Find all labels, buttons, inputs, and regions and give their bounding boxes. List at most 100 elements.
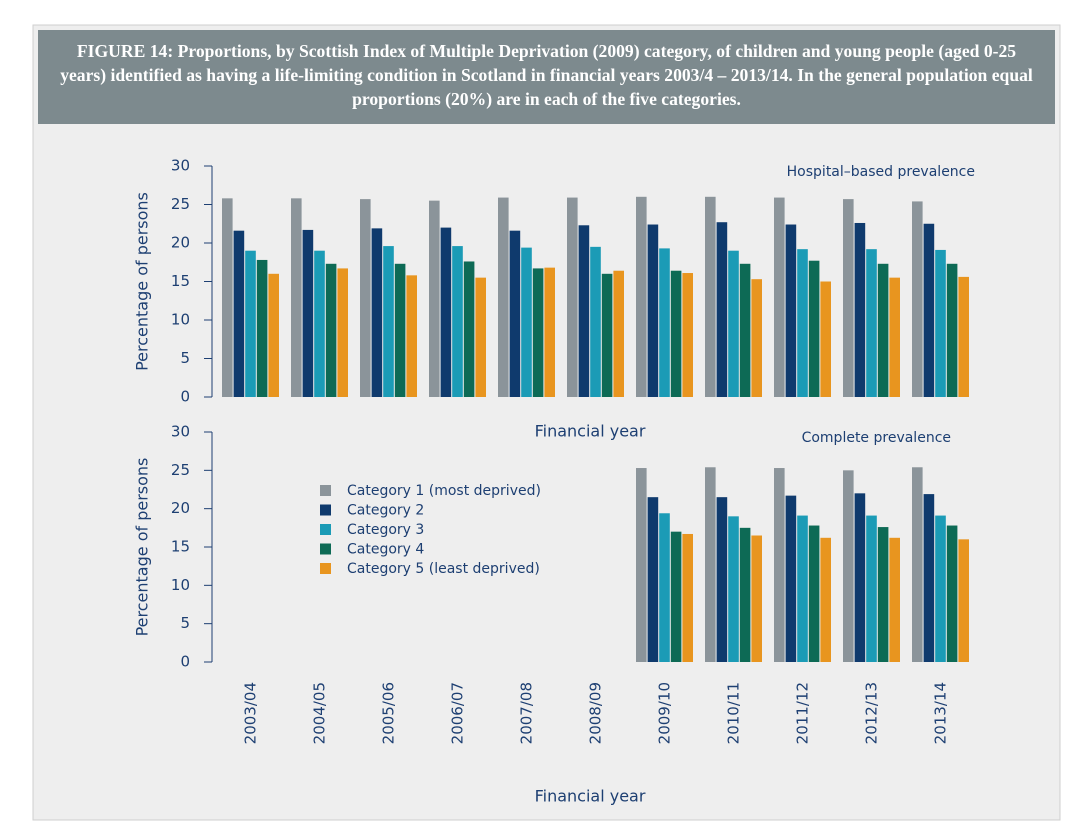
legend-label: Category 1 (most deprived) — [347, 483, 541, 499]
legend-swatch — [320, 485, 331, 496]
bar — [854, 493, 866, 662]
bar — [314, 250, 325, 397]
bar — [866, 249, 877, 397]
bar — [578, 225, 590, 397]
y-tick-label: 15 — [171, 272, 190, 290]
bar — [808, 525, 820, 662]
bar — [958, 539, 969, 662]
bar — [877, 527, 889, 662]
bar — [222, 198, 233, 397]
bar — [647, 497, 659, 662]
bar — [785, 495, 797, 662]
bar — [889, 537, 900, 662]
y-tick-label: 5 — [180, 349, 190, 367]
bar — [567, 197, 578, 397]
bar — [256, 259, 268, 397]
bar — [751, 279, 762, 397]
bar — [935, 249, 946, 397]
y-tick-label: 30 — [171, 157, 190, 175]
bar — [877, 263, 889, 397]
bar — [544, 267, 555, 397]
y-tick-label: 10 — [171, 311, 190, 329]
bar — [705, 467, 716, 662]
x-tick-label: 2009/10 — [656, 682, 674, 744]
bar — [912, 467, 923, 662]
bar — [268, 273, 279, 397]
annotation: Complete prevalence — [802, 430, 951, 446]
x-axis-label: Financial year — [535, 787, 646, 806]
x-tick-label: 2008/09 — [587, 682, 605, 744]
bar — [854, 222, 866, 397]
legend-label: Category 5 (least deprived) — [347, 561, 540, 577]
panel — [32, 24, 1061, 821]
bar — [371, 228, 383, 397]
bar — [716, 222, 728, 397]
x-tick-label: 2006/07 — [449, 682, 467, 744]
y-tick-label: 25 — [171, 461, 190, 479]
bar — [636, 468, 647, 662]
bar — [406, 275, 417, 397]
bar — [958, 276, 969, 397]
y-tick-label: 20 — [171, 499, 190, 517]
bar — [739, 527, 751, 662]
y-tick-label: 25 — [171, 195, 190, 213]
bar — [946, 525, 958, 662]
bar — [532, 268, 544, 397]
bar — [325, 263, 337, 397]
bar — [808, 260, 820, 397]
legend-label: Category 4 — [347, 542, 424, 558]
bar — [498, 197, 509, 397]
x-tick-label: 2007/08 — [518, 682, 536, 744]
bar — [774, 468, 785, 662]
bar — [739, 263, 751, 397]
bar — [452, 246, 463, 397]
bar — [751, 535, 762, 662]
legend-swatch — [320, 504, 331, 516]
bar — [774, 197, 785, 397]
x-tick-label: 2005/06 — [380, 682, 398, 744]
y-tick-label: 0 — [180, 653, 190, 671]
bar — [728, 250, 739, 397]
x-axis-label: Financial year — [535, 422, 646, 441]
y-axis-label: Percentage of persons — [133, 458, 152, 637]
bar — [360, 199, 371, 397]
bar — [728, 516, 739, 662]
bar — [797, 515, 808, 662]
bar — [820, 281, 831, 397]
legend-swatch — [320, 524, 331, 535]
bar — [509, 230, 521, 397]
bar — [923, 223, 935, 397]
y-tick-label: 5 — [180, 614, 190, 632]
x-tick-label: 2012/13 — [863, 682, 881, 744]
bar — [394, 263, 406, 397]
legend-swatch — [320, 543, 331, 555]
y-tick-label: 10 — [171, 576, 190, 594]
bar — [866, 515, 877, 662]
y-tick-label: 20 — [171, 234, 190, 252]
bar — [670, 531, 682, 662]
bar — [590, 246, 601, 397]
bar — [785, 224, 797, 397]
bar — [670, 270, 682, 397]
bar — [659, 248, 670, 397]
bar — [705, 196, 716, 397]
bar — [521, 247, 532, 397]
bar — [337, 268, 348, 397]
bar — [682, 273, 693, 397]
figure-title: FIGURE 14: Proportions, by Scottish Inde… — [38, 30, 1055, 124]
bar — [383, 246, 394, 397]
x-tick-label: 2013/14 — [932, 682, 950, 744]
bar — [475, 277, 486, 397]
x-tick-label: 2010/11 — [725, 682, 743, 744]
bar — [843, 470, 854, 662]
bar — [797, 249, 808, 397]
bar — [820, 537, 831, 662]
y-tick-label: 0 — [180, 388, 190, 406]
x-tick-label: 2004/05 — [311, 682, 329, 744]
x-tick-label: 2011/12 — [794, 682, 812, 744]
bar — [889, 277, 900, 397]
x-tick-label: 2003/04 — [242, 682, 260, 744]
bar — [923, 494, 935, 662]
bar — [912, 201, 923, 397]
